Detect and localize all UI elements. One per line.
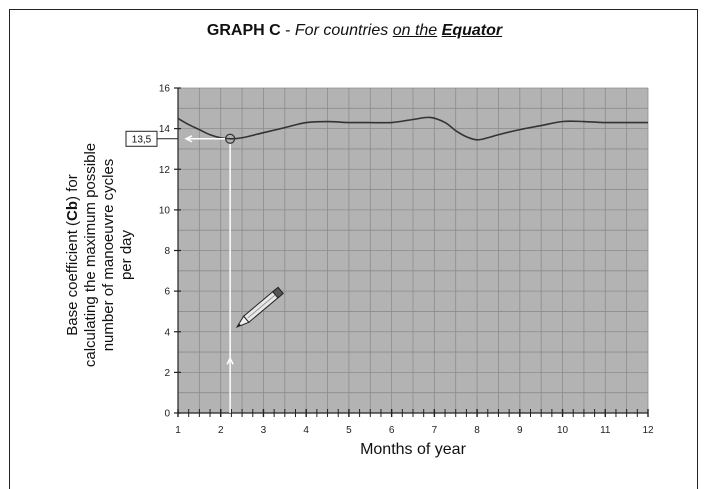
y-tick-label: 4	[164, 327, 170, 338]
title-underlined: on the	[392, 22, 438, 39]
chart-title: GRAPH C - For countries on the Equator	[0, 22, 709, 40]
figure-frame	[9, 9, 698, 489]
x-tick-label: 6	[389, 425, 395, 436]
x-tick-label: 5	[346, 425, 352, 436]
x-axis-label: Months of year	[360, 441, 466, 458]
series-line	[177, 116, 648, 141]
title-italic: For countries	[294, 22, 393, 39]
callout-marker	[225, 133, 236, 144]
x-tick-label: 3	[261, 425, 267, 436]
y-tick-label: 16	[159, 84, 171, 95]
title-emphasis: Equator	[441, 22, 503, 39]
x-tick-label: 11	[600, 425, 611, 436]
callout-box	[125, 130, 158, 147]
y-tick-label: 2	[164, 368, 170, 379]
callout-value: 13,5	[132, 134, 152, 145]
y-tick-label: 6	[164, 287, 170, 298]
x-tick-label: 4	[303, 425, 309, 436]
x-tick-label: 9	[517, 425, 523, 436]
x-tick-label: 2	[218, 425, 224, 436]
x-tick-label: 1	[175, 425, 181, 436]
x-tick-label: 8	[474, 425, 480, 436]
x-tick-label: 7	[432, 425, 438, 436]
y-tick-label: 12	[159, 165, 171, 176]
guide-arrow-up	[226, 356, 234, 365]
guide-arrow-left	[184, 135, 193, 143]
pencil-icon	[235, 286, 284, 329]
y-tick-label: 8	[164, 246, 170, 257]
y-tick-label: 14	[159, 124, 171, 135]
y-tick-label: 0	[164, 409, 170, 420]
title-separator: -	[280, 22, 295, 39]
title-bold: GRAPH C	[206, 22, 281, 39]
x-tick-label: 12	[642, 425, 654, 436]
x-tick-label: 10	[557, 425, 569, 436]
y-tick-label: 10	[159, 205, 171, 216]
